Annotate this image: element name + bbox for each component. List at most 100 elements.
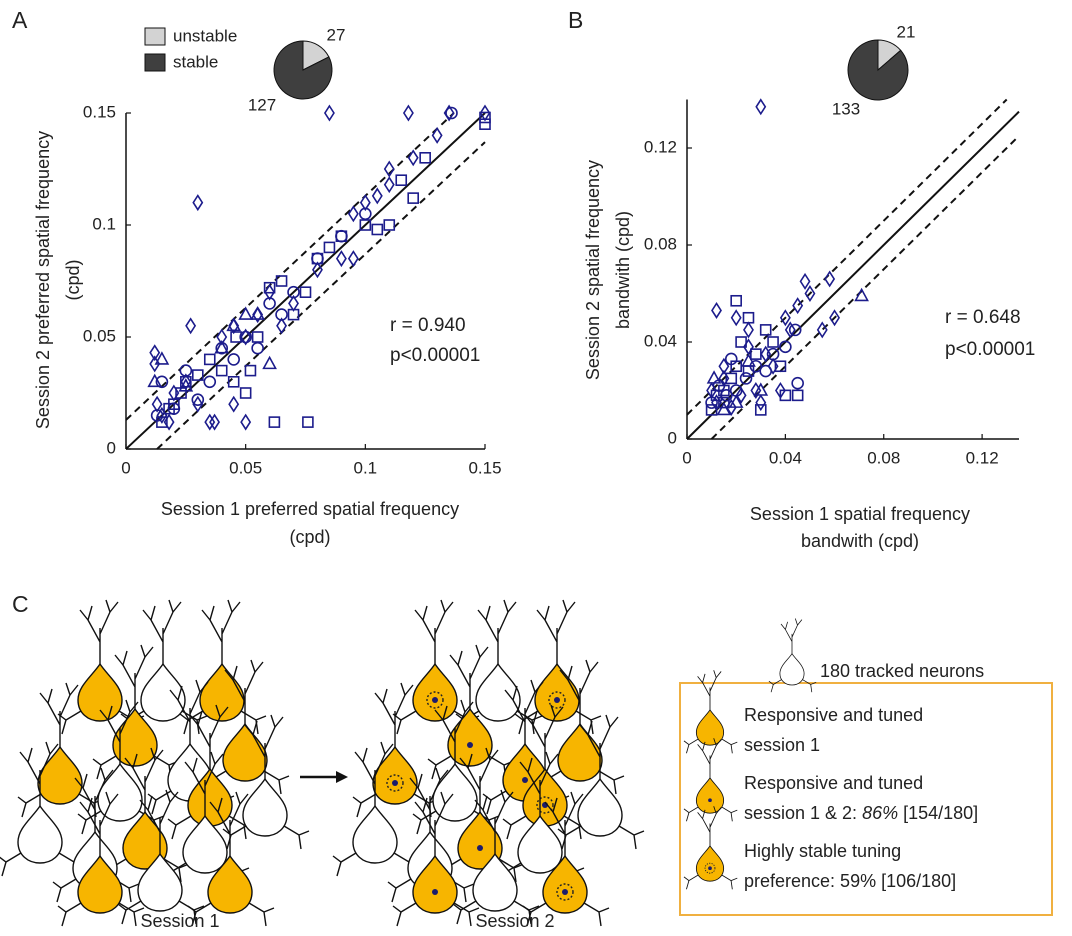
point	[706, 370, 722, 384]
point	[192, 194, 204, 212]
x-tick-label: 0.1	[354, 458, 378, 477]
session-label: Session 2	[475, 911, 554, 931]
point	[791, 376, 804, 390]
soma	[557, 722, 603, 782]
point	[728, 394, 744, 408]
point	[347, 250, 359, 268]
soma	[695, 777, 725, 814]
point	[149, 344, 161, 362]
point	[718, 396, 730, 409]
point	[263, 281, 276, 294]
point	[227, 375, 240, 388]
neuron	[683, 806, 738, 890]
point	[312, 261, 323, 279]
y-tick-label: 0	[668, 428, 677, 447]
neuron	[0, 741, 85, 877]
soma	[17, 804, 63, 864]
soma	[472, 852, 518, 912]
reference-line	[686, 98, 1008, 416]
point	[739, 372, 753, 385]
marker-ring	[386, 774, 404, 792]
marker-dot	[432, 889, 438, 895]
marker-ring	[426, 691, 444, 709]
point	[238, 306, 254, 320]
point	[720, 389, 733, 402]
point	[228, 395, 240, 413]
point	[730, 294, 742, 307]
point	[718, 357, 730, 375]
point	[287, 285, 300, 299]
neuron	[557, 714, 645, 850]
point	[323, 241, 336, 254]
point	[779, 389, 792, 402]
neuron	[17, 682, 105, 818]
point	[359, 207, 372, 221]
point	[347, 205, 359, 223]
point	[359, 194, 371, 212]
soma	[77, 854, 123, 914]
point	[784, 321, 796, 339]
marker-dot	[522, 777, 528, 783]
soma	[242, 777, 288, 837]
point	[383, 160, 395, 178]
point	[251, 341, 264, 355]
marker-dot	[708, 798, 712, 803]
panel-label: A	[12, 7, 28, 33]
point	[275, 308, 288, 321]
legend-label: unstable	[173, 26, 237, 45]
point	[407, 192, 420, 204]
point	[263, 297, 276, 310]
point	[150, 409, 164, 422]
soma	[412, 854, 458, 914]
dendrite	[683, 738, 738, 822]
legend-text-part: 86%	[862, 803, 898, 823]
point	[185, 317, 197, 335]
point	[151, 395, 163, 413]
panel-label: B	[568, 7, 583, 33]
marker-dot	[562, 889, 568, 895]
point	[804, 285, 816, 302]
legend-text: session 1	[744, 735, 820, 755]
pie-label: 133	[832, 99, 860, 118]
soma	[352, 804, 398, 864]
soma	[37, 745, 83, 805]
point	[191, 393, 205, 407]
point	[854, 287, 869, 302]
marker-ring	[556, 883, 574, 901]
soma	[199, 662, 245, 722]
x-axis-label: bandwith (cpd)	[801, 531, 919, 551]
point	[192, 395, 204, 413]
dendrite	[502, 704, 590, 840]
legend-swatch	[144, 53, 166, 72]
neuron	[392, 791, 480, 927]
reference-line	[125, 112, 455, 421]
legend-label: stable	[173, 52, 218, 71]
dendrite	[392, 791, 480, 927]
x-axis-label: Session 1 spatial frequency	[750, 504, 970, 524]
point	[226, 317, 242, 332]
point	[824, 270, 836, 288]
point	[155, 375, 169, 389]
point	[250, 306, 265, 320]
neuron	[427, 644, 515, 780]
legend-text: Responsive and tuned	[744, 773, 923, 793]
y-tick-label: 0	[107, 438, 116, 457]
point	[276, 317, 288, 335]
neuron	[202, 659, 290, 795]
point	[239, 330, 252, 344]
point	[299, 286, 312, 299]
point	[192, 369, 204, 381]
annotation: p<0.00001	[390, 345, 480, 366]
y-axis-label: Session 2 spatial frequency	[583, 160, 603, 380]
marker-dot	[708, 866, 712, 871]
point	[792, 297, 804, 315]
legend-text-part: [154/180]	[898, 803, 978, 823]
soma	[695, 709, 725, 746]
point	[168, 398, 180, 411]
point	[275, 275, 288, 287]
point	[240, 413, 252, 431]
point	[335, 229, 348, 243]
session-label: Session 1	[140, 911, 219, 931]
point	[402, 104, 414, 122]
marker-dot	[477, 845, 483, 851]
